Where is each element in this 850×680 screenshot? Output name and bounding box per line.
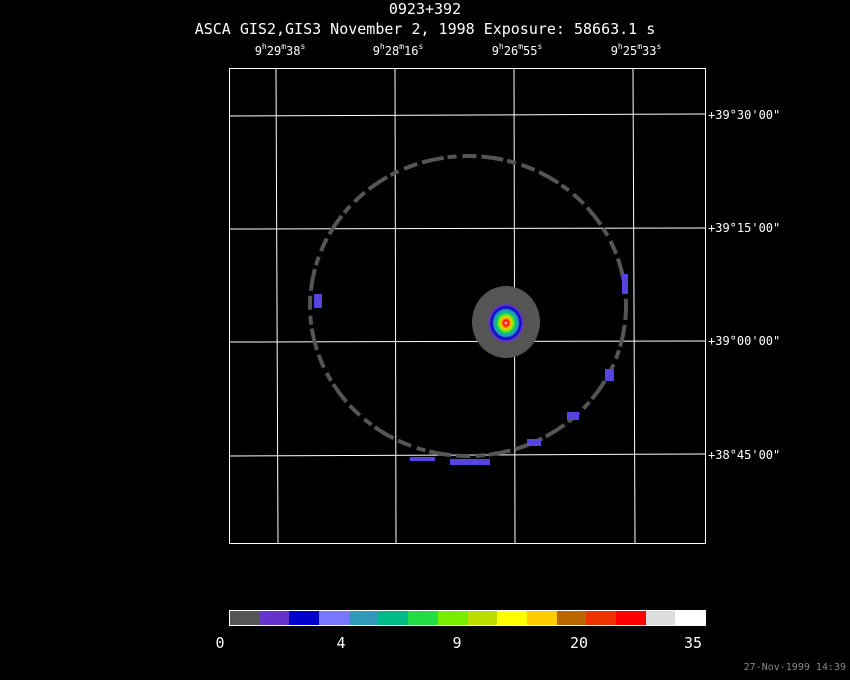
xray-source — [472, 286, 540, 358]
ra-tick-label: 9h26m55s — [491, 42, 543, 58]
colorbar-swatch — [437, 611, 468, 625]
colorbar-label: 35 — [683, 634, 703, 652]
colorbar-swatch — [675, 611, 705, 625]
dec-tick-label: +38°45'00" — [708, 448, 781, 462]
xray-image-panel — [229, 68, 706, 544]
colorbar-swatch — [645, 611, 676, 625]
dec-tick-label: +39°30'00" — [708, 108, 781, 122]
ra-tick-label: 9h25m33s — [610, 42, 662, 58]
image-subtitle: ASCA GIS2,GIS3 November 2, 1998 Exposure… — [194, 20, 656, 38]
colorbar-label: 0 — [215, 634, 225, 652]
colorbar-swatch — [615, 611, 646, 625]
dec-tick-label: +39°15'00" — [708, 221, 781, 235]
timestamp: 27-Nov-1999 14:39 — [743, 662, 846, 673]
coordinate-grid — [229, 68, 706, 544]
colorbar-label: 4 — [336, 634, 346, 652]
ra-tick-label: 9h28m16s — [372, 42, 424, 58]
colorbar-swatch — [319, 611, 349, 625]
colorbar-swatch — [289, 611, 320, 625]
edge-patches — [314, 274, 628, 465]
xray-image — [229, 68, 706, 544]
ra-tick-label: 9h29m38s — [254, 42, 306, 58]
colorbar-swatch — [259, 611, 290, 625]
image-title: 0923+392 — [388, 0, 462, 18]
colorbar-swatch — [497, 611, 527, 625]
colorbar-label: 20 — [569, 634, 589, 652]
colorbar-swatch — [378, 611, 409, 625]
detector-rim — [308, 154, 628, 458]
colorbar-swatch — [230, 611, 260, 625]
colorbar-swatch — [526, 611, 557, 625]
colorbar-swatch — [467, 611, 498, 625]
colorbar-label: 9 — [452, 634, 462, 652]
colorbar-swatch — [408, 611, 438, 625]
colorbar-swatch — [348, 611, 379, 625]
colorbar-swatch — [556, 611, 587, 625]
colorbar — [229, 610, 706, 626]
colorbar-swatch — [586, 611, 616, 625]
dec-tick-label: +39°00'00" — [708, 334, 781, 348]
